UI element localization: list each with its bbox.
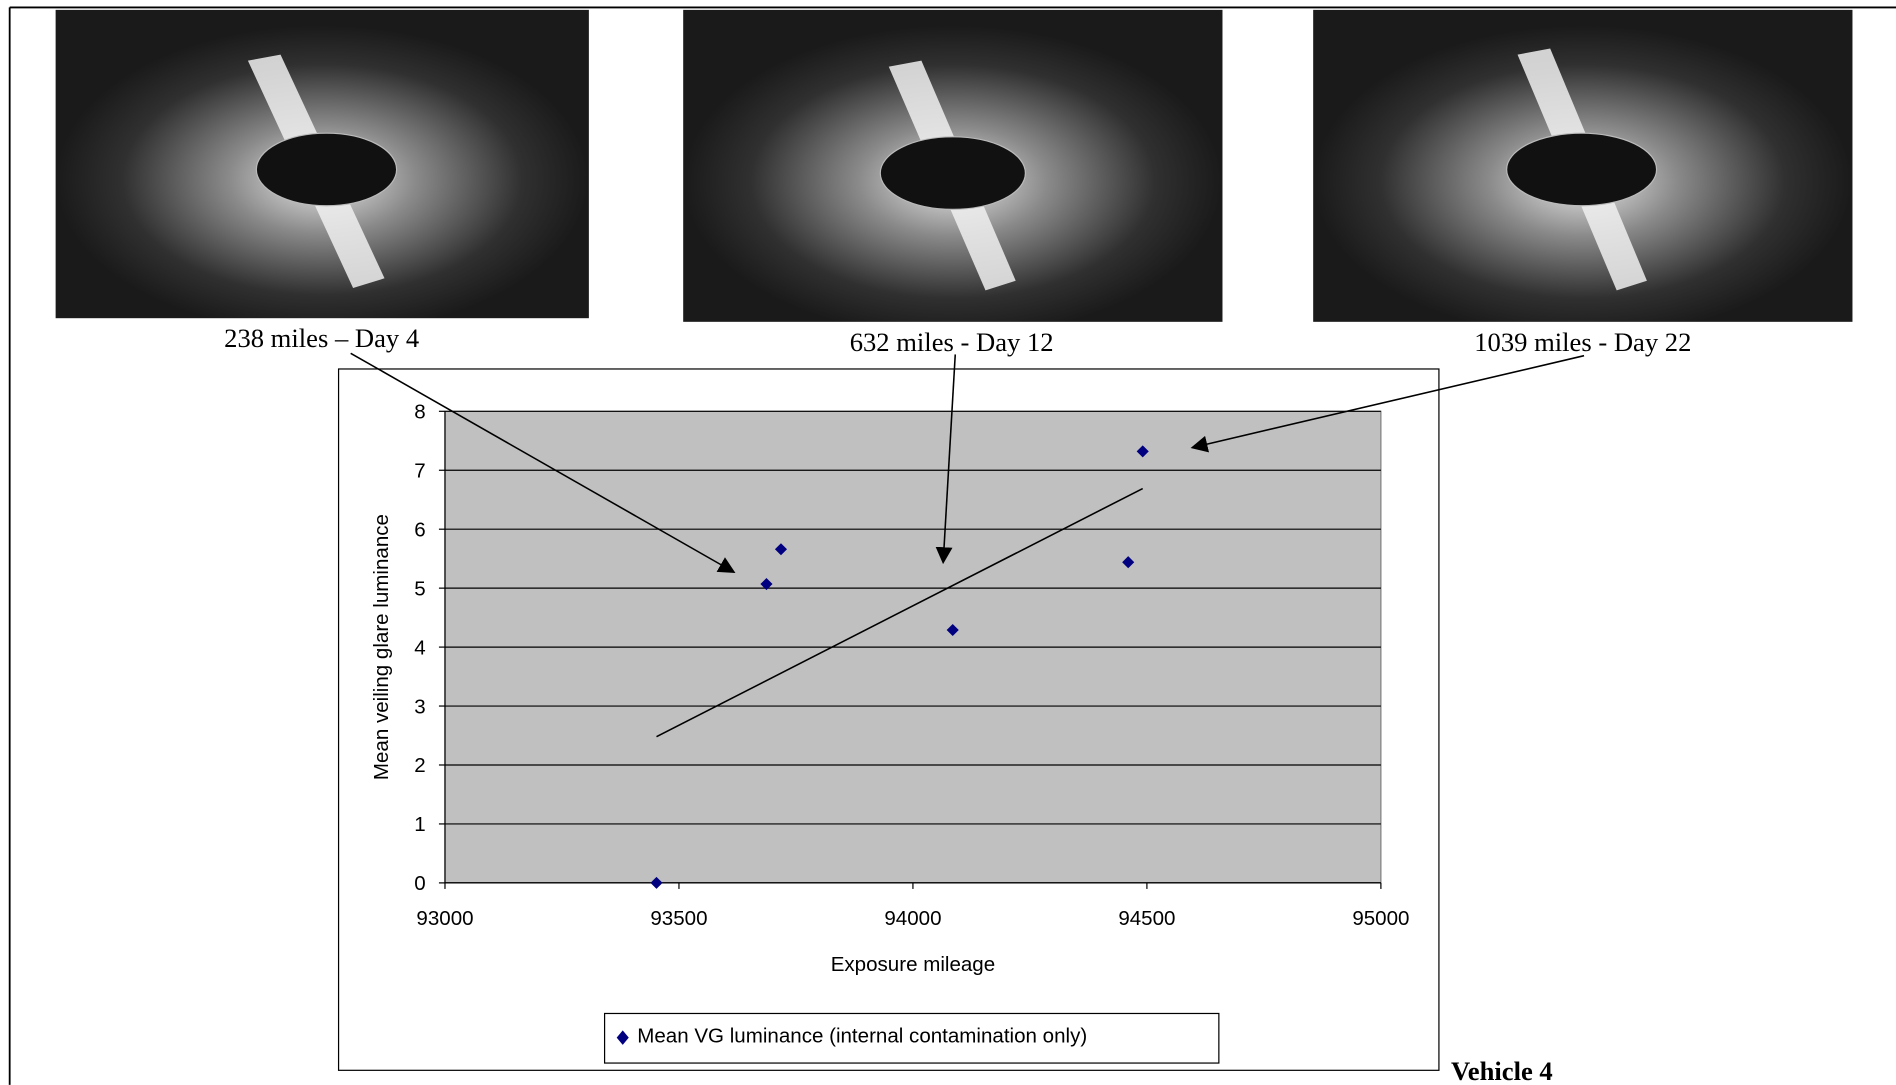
annotation: 238 miles – Day 4	[224, 323, 419, 353]
x-tick-label: 95000	[1352, 907, 1409, 930]
y-tick-label: 2	[414, 754, 425, 777]
y-tick-label: 8	[414, 401, 425, 424]
legend	[603, 1012, 1220, 1064]
arrows	[350, 352, 1585, 573]
photo	[55, 9, 589, 319]
arrow	[935, 354, 957, 565]
photo	[1313, 9, 1853, 322]
photo	[683, 9, 1223, 322]
y-tick-label: 3	[414, 695, 425, 718]
legend-label: Mean VG luminance (internal contaminatio…	[637, 1024, 1087, 1047]
annotation: 1039 miles - Day 22	[1474, 327, 1691, 357]
figure-label: Vehicle 4	[1451, 1056, 1553, 1085]
y-tick-label: 0	[414, 872, 425, 895]
y-tick-label: 5	[414, 577, 425, 600]
arrow	[350, 352, 736, 573]
x-tick-label: 94000	[884, 907, 941, 930]
y-axis-label: Mean veiling glare luminance	[370, 514, 393, 780]
legend-marker	[616, 1030, 629, 1045]
annotation: 632 miles - Day 12	[850, 327, 1054, 357]
data-point	[946, 623, 959, 637]
trendline	[656, 487, 1144, 738]
plot: 0 1 2 3 4 5 6 7 8 93000 93500 94000 94500 95000	[414, 401, 1409, 931]
data-point	[760, 577, 773, 591]
x-tick-label: 93000	[416, 907, 473, 930]
y-tick-label: 6	[414, 518, 425, 541]
y-tick-label: 4	[414, 636, 425, 659]
x-tick-label: 93500	[650, 907, 707, 930]
arrow	[1190, 354, 1585, 453]
x-tick-label: 94500	[1118, 907, 1175, 930]
y-tick-label: 1	[414, 813, 425, 836]
y-tick-label: 7	[414, 460, 425, 483]
x-axis-label: Exposure mileage	[831, 953, 995, 976]
